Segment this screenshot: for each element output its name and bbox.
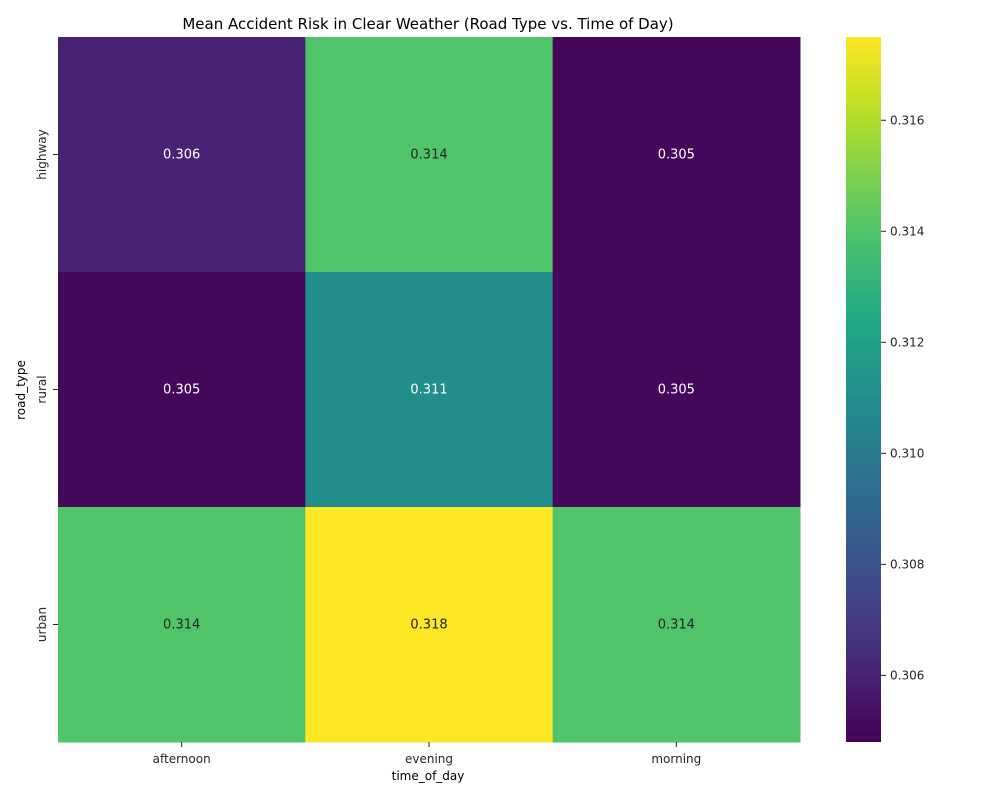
heatmap-cells: 0.306 0.314 0.305 0.305 0.311 0.305 0.314 0.318… — [58, 37, 801, 743]
colorbar-tick-label: 0.310 — [890, 446, 924, 460]
x-axis-label: time_of_day — [392, 769, 465, 783]
colorbar-tick-label: 0.314 — [890, 224, 924, 238]
cell-value-label: 0.314 — [658, 618, 695, 633]
y-tick-label: rural — [35, 375, 49, 403]
y-axis-label: road_type — [14, 360, 28, 420]
cell-value-label: 0.314 — [410, 148, 447, 163]
heatmap-cell — [58, 272, 306, 508]
y-tick-label: urban — [35, 607, 49, 642]
cell-value-label: 0.311 — [410, 383, 447, 398]
y-axis-ticks: highway rural urban — [35, 129, 58, 642]
colorbar — [846, 37, 881, 742]
x-tick-label: evening — [405, 752, 453, 766]
colorbar-tick-label: 0.316 — [890, 113, 924, 127]
x-axis-ticks: afternoon evening morning — [153, 742, 701, 766]
heatmap-cell — [305, 507, 554, 743]
x-tick-label: morning — [651, 752, 701, 766]
chart-title: Mean Accident Risk in Clear Weather (Roa… — [182, 15, 673, 33]
colorbar-ticks: 0.306 0.308 0.310 0.312 0.314 0.316 — [881, 113, 924, 682]
heatmap-cell — [552, 272, 801, 508]
colorbar-tick-label: 0.308 — [890, 557, 924, 571]
colorbar-tick-label: 0.312 — [890, 335, 924, 349]
heatmap-cell — [58, 37, 306, 273]
heatmap-cell — [305, 272, 554, 508]
cell-value-label: 0.305 — [163, 383, 200, 398]
heatmap-cell — [58, 507, 306, 743]
cell-value-label: 0.318 — [410, 618, 447, 633]
cell-value-label: 0.314 — [163, 618, 200, 633]
colorbar-tick-label: 0.306 — [890, 668, 924, 682]
cell-value-label: 0.305 — [658, 148, 695, 163]
heatmap-cell — [305, 37, 554, 273]
heatmap-cell — [552, 507, 801, 743]
x-tick-label: afternoon — [153, 752, 211, 766]
y-tick-label: highway — [35, 129, 49, 179]
heatmap-cell — [552, 37, 801, 273]
cell-value-label: 0.305 — [658, 383, 695, 398]
cell-value-label: 0.306 — [163, 148, 200, 163]
